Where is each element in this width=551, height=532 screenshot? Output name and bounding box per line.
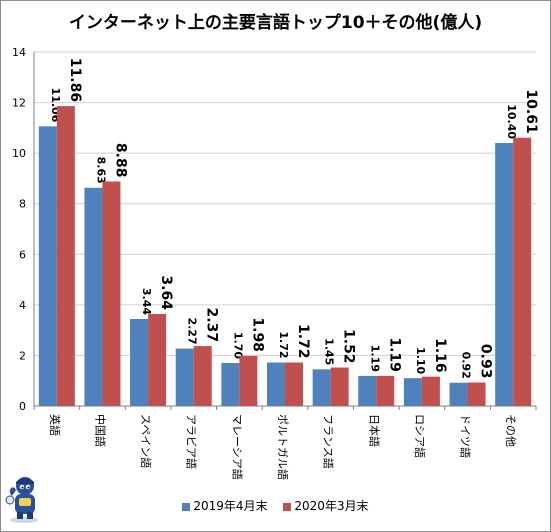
- bar-2020: [376, 375, 395, 406]
- data-label-2019: 1.70: [231, 332, 244, 359]
- bar-2020: [330, 367, 349, 406]
- data-label-2020: 1.72: [295, 324, 311, 359]
- legend-label-2020: 2020年3月末: [294, 499, 369, 513]
- x-category-label: 中国語: [93, 414, 107, 447]
- x-category-label: その他: [504, 414, 517, 447]
- data-label-2020: 1.98: [249, 317, 265, 352]
- data-label-2019: 3.44: [140, 288, 153, 315]
- bar-2020: [56, 106, 75, 407]
- y-tick-label: 4: [19, 299, 26, 312]
- data-label-2019: 8.63: [94, 157, 107, 184]
- bar-2020: [102, 181, 121, 406]
- chart-title: インターネット上の主要言語トップ10＋その他(億人): [68, 13, 483, 33]
- bar-2019: [38, 126, 57, 406]
- bar-2019: [221, 363, 240, 406]
- bar-2019: [84, 187, 103, 406]
- data-label-2019: 1.72: [277, 331, 290, 358]
- legend-swatch-2019: [182, 502, 191, 511]
- legend-swatch-2020: [283, 502, 292, 511]
- bar-2020: [193, 346, 212, 406]
- legend-entry-2020: 2020年3月末: [283, 497, 369, 514]
- bar-2020: [513, 137, 532, 406]
- x-category-label: ロシア語: [413, 414, 427, 458]
- data-label-2019: 2.27: [186, 317, 199, 344]
- bar-2019: [130, 319, 149, 406]
- bar-2019: [403, 378, 422, 406]
- legend: 2019年4月末 2020年3月末: [0, 497, 551, 514]
- bar-2020: [148, 313, 167, 406]
- data-label-2019: 1.19: [368, 345, 381, 372]
- y-tick-label: 6: [19, 248, 26, 261]
- data-label-2019: 1.10: [414, 347, 427, 374]
- data-label-2020: 10.61: [523, 89, 539, 133]
- y-tick-label: 12: [12, 97, 26, 110]
- data-label-2020: 11.86: [67, 58, 83, 102]
- y-tick-label: 10: [12, 147, 26, 160]
- x-category-label: マレーシア語: [230, 414, 244, 480]
- data-label-2020: 0.93: [478, 344, 494, 379]
- data-label-2019: 10.40: [505, 104, 518, 139]
- y-tick-label: 8: [19, 198, 26, 211]
- bar-2019: [175, 348, 194, 406]
- data-label-2020: 3.64: [158, 275, 174, 310]
- legend-label-2019: 2019年4月末: [193, 499, 268, 513]
- x-category-label: フランス語: [322, 414, 336, 469]
- data-label-2020: 8.88: [112, 143, 128, 178]
- data-label-2020: 1.19: [386, 337, 402, 372]
- x-category-label: ドイツ語: [459, 414, 473, 458]
- bar-2019: [495, 143, 514, 406]
- mascot-logo-icon: [5, 477, 38, 523]
- x-category-label: 日本語: [367, 414, 381, 447]
- data-label-2019: 1.45: [323, 338, 336, 365]
- bar-2019: [267, 362, 285, 406]
- bar-2020: [421, 376, 440, 406]
- data-label-2020: 1.16: [432, 338, 448, 373]
- y-tick-label: 0: [19, 400, 26, 413]
- legend-entry-2019: 2019年4月末: [182, 497, 268, 514]
- data-label-2020: 2.37: [204, 308, 220, 343]
- bar-2019: [312, 369, 331, 406]
- bar-2019: [449, 382, 468, 406]
- y-tick-label: 14: [12, 46, 26, 59]
- x-category-label: 英語: [48, 414, 62, 436]
- data-label-2020: 1.52: [341, 329, 357, 364]
- y-tick-label: 2: [19, 349, 26, 362]
- bar-2020: [239, 355, 258, 406]
- x-category-label: ポルトガル語: [276, 414, 290, 480]
- data-label-2019: 0.92: [460, 352, 473, 379]
- bar-2020: [467, 382, 486, 406]
- x-category-label: アラビア語: [185, 414, 199, 469]
- x-category-label: スペイン語: [139, 414, 153, 468]
- bar-2019: [358, 375, 377, 406]
- bar-2020: [285, 362, 303, 406]
